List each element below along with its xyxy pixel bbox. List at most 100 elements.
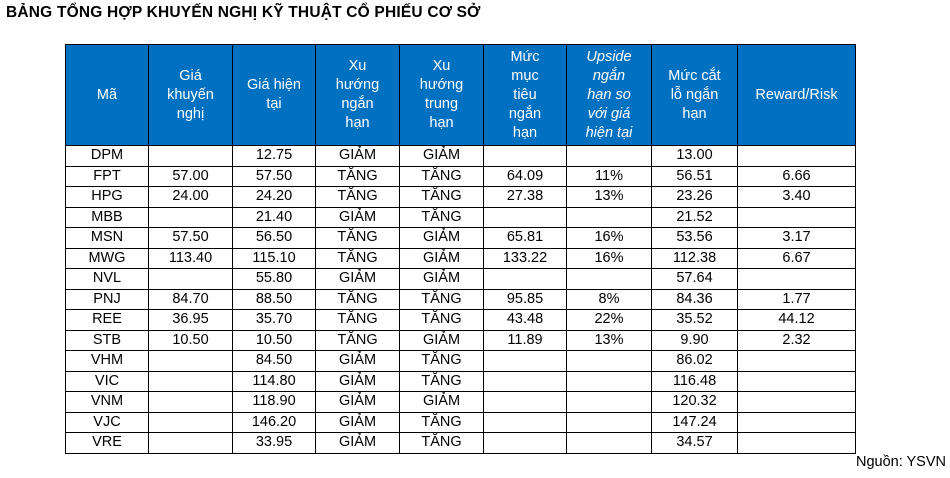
- cell-muc-cat-lo-ngan-han: 34.57: [651, 432, 738, 454]
- cell-gia-khuyen-nghi: [148, 411, 233, 433]
- cell-upside-ngan-han: 16%: [566, 227, 652, 249]
- cell-muc-muc-tieu-ngan-han: 133.22: [483, 247, 567, 269]
- cell-upside-ngan-han: 16%: [566, 247, 652, 269]
- table-row: NVL 55.80 GIẢM GIẢM 57.64: [65, 268, 856, 290]
- column-header-gia-hien-tai: Giá hiện tại: [232, 44, 316, 146]
- cell-reward-risk: [737, 411, 856, 433]
- cell-muc-muc-tieu-ngan-han: [483, 411, 567, 433]
- column-header-ma: Mã: [65, 44, 149, 146]
- cell-xu-huong-ngan-han: TĂNG: [315, 227, 400, 249]
- cell-reward-risk: [737, 432, 856, 454]
- cell-gia-hien-tai: 118.90: [232, 391, 316, 413]
- cell-gia-khuyen-nghi: 57.00: [148, 165, 233, 187]
- cell-gia-khuyen-nghi: [148, 145, 233, 167]
- cell-xu-huong-ngan-han: TĂNG: [315, 329, 400, 351]
- cell-xu-huong-trung-han: GIẢM: [399, 329, 484, 351]
- cell-xu-huong-ngan-han: GIẢM: [315, 206, 400, 228]
- table-row: PNJ 84.70 88.50 TĂNG TĂNG 95.85 8% 84.36 1.77: [65, 288, 856, 310]
- cell-ma: VNM: [65, 391, 149, 413]
- cell-gia-hien-tai: 21.40: [232, 206, 316, 228]
- table-header: Mã Giá khuyến nghị Giá hiện tại Xu hướng ng…: [65, 44, 856, 146]
- cell-xu-huong-trung-han: TĂNG: [399, 165, 484, 187]
- cell-xu-huong-ngan-han: TĂNG: [315, 288, 400, 310]
- column-header-muc-muc-tieu-ngan-han: Mức mục tiêu ngắn hạn: [483, 44, 567, 146]
- column-header-gia-khuyen-nghi: Giá khuyến nghị: [148, 44, 233, 146]
- cell-xu-huong-trung-han: GIẢM: [399, 145, 484, 167]
- cell-gia-hien-tai: 55.80: [232, 268, 316, 290]
- cell-muc-cat-lo-ngan-han: 57.64: [651, 268, 738, 290]
- cell-muc-muc-tieu-ngan-han: [483, 268, 567, 290]
- cell-xu-huong-trung-han: TĂNG: [399, 309, 484, 331]
- table-row: VIC 114.80 GIẢM TĂNG 116.48: [65, 370, 856, 392]
- cell-upside-ngan-han: [566, 391, 652, 413]
- cell-ma: MSN: [65, 227, 149, 249]
- cell-xu-huong-ngan-han: GIẢM: [315, 268, 400, 290]
- cell-muc-cat-lo-ngan-han: 23.26: [651, 186, 738, 208]
- cell-reward-risk: 2.32: [737, 329, 856, 351]
- table-row: FPT 57.00 57.50 TĂNG TĂNG 64.09 11% 56.51 6.66: [65, 165, 856, 187]
- cell-gia-khuyen-nghi: [148, 206, 233, 228]
- cell-gia-khuyen-nghi: [148, 432, 233, 454]
- cell-xu-huong-ngan-han: TĂNG: [315, 309, 400, 331]
- cell-ma: NVL: [65, 268, 149, 290]
- table-row: VNM 118.90 GIẢM GIẢM 120.32: [65, 391, 856, 413]
- cell-gia-hien-tai: 35.70: [232, 309, 316, 331]
- cell-upside-ngan-han: [566, 411, 652, 433]
- cell-gia-khuyen-nghi: [148, 268, 233, 290]
- cell-xu-huong-trung-han: GIẢM: [399, 268, 484, 290]
- cell-xu-huong-ngan-han: GIẢM: [315, 391, 400, 413]
- cell-xu-huong-trung-han: TĂNG: [399, 288, 484, 310]
- cell-muc-cat-lo-ngan-han: 84.36: [651, 288, 738, 310]
- table-row: VHM 84.50 GIẢM TĂNG 86.02: [65, 350, 856, 372]
- cell-muc-muc-tieu-ngan-han: [483, 432, 567, 454]
- cell-muc-muc-tieu-ngan-han: 27.38: [483, 186, 567, 208]
- recommendation-table: Mã Giá khuyến nghị Giá hiện tại Xu hướng ng…: [65, 44, 856, 454]
- cell-reward-risk: [737, 391, 856, 413]
- column-header-xu-huong-trung-han: Xu hướng trung hạn: [399, 44, 484, 146]
- table-body: DPM 12.75 GIẢM GIẢM 13.00 FPT 57.00 57.50 TĂNG TĂ…: [65, 145, 856, 454]
- cell-muc-muc-tieu-ngan-han: [483, 145, 567, 167]
- cell-muc-muc-tieu-ngan-han: 64.09: [483, 165, 567, 187]
- table-row: STB 10.50 10.50 TĂNG GIẢM 11.89 13% 9.90 2.32: [65, 329, 856, 351]
- cell-reward-risk: 44.12: [737, 309, 856, 331]
- cell-xu-huong-trung-han: TĂNG: [399, 350, 484, 372]
- cell-muc-muc-tieu-ngan-han: [483, 206, 567, 228]
- table-row: VRE 33.95 GIẢM TĂNG 34.57: [65, 432, 856, 454]
- cell-reward-risk: 3.40: [737, 186, 856, 208]
- cell-gia-khuyen-nghi: 36.95: [148, 309, 233, 331]
- cell-muc-muc-tieu-ngan-han: [483, 391, 567, 413]
- cell-gia-hien-tai: 114.80: [232, 370, 316, 392]
- cell-xu-huong-ngan-han: GIẢM: [315, 432, 400, 454]
- cell-ma: HPG: [65, 186, 149, 208]
- cell-gia-hien-tai: 12.75: [232, 145, 316, 167]
- cell-reward-risk: 3.17: [737, 227, 856, 249]
- cell-muc-cat-lo-ngan-han: 13.00: [651, 145, 738, 167]
- cell-reward-risk: [737, 206, 856, 228]
- cell-gia-hien-tai: 24.20: [232, 186, 316, 208]
- cell-reward-risk: 6.66: [737, 165, 856, 187]
- cell-upside-ngan-han: [566, 268, 652, 290]
- cell-muc-cat-lo-ngan-han: 112.38: [651, 247, 738, 269]
- cell-xu-huong-trung-han: TĂNG: [399, 370, 484, 392]
- cell-xu-huong-trung-han: TĂNG: [399, 186, 484, 208]
- cell-upside-ngan-han: [566, 432, 652, 454]
- table-row: MWG 113.40 115.10 TĂNG GIẢM 133.22 16% 112.38 6.…: [65, 247, 856, 269]
- cell-gia-hien-tai: 146.20: [232, 411, 316, 433]
- cell-xu-huong-ngan-han: GIẢM: [315, 350, 400, 372]
- cell-gia-khuyen-nghi: 113.40: [148, 247, 233, 269]
- cell-muc-muc-tieu-ngan-han: 11.89: [483, 329, 567, 351]
- cell-gia-khuyen-nghi: 10.50: [148, 329, 233, 351]
- cell-xu-huong-trung-han: GIẢM: [399, 391, 484, 413]
- table-row: VJC 146.20 GIẢM TĂNG 147.24: [65, 411, 856, 433]
- cell-gia-khuyen-nghi: 84.70: [148, 288, 233, 310]
- source-label: Nguồn: YSVN: [855, 454, 946, 470]
- cell-gia-hien-tai: 10.50: [232, 329, 316, 351]
- cell-muc-muc-tieu-ngan-han: 95.85: [483, 288, 567, 310]
- cell-muc-cat-lo-ngan-han: 86.02: [651, 350, 738, 372]
- cell-xu-huong-ngan-han: TĂNG: [315, 186, 400, 208]
- cell-muc-muc-tieu-ngan-han: 65.81: [483, 227, 567, 249]
- cell-upside-ngan-han: 8%: [566, 288, 652, 310]
- cell-upside-ngan-han: 13%: [566, 186, 652, 208]
- cell-upside-ngan-han: [566, 350, 652, 372]
